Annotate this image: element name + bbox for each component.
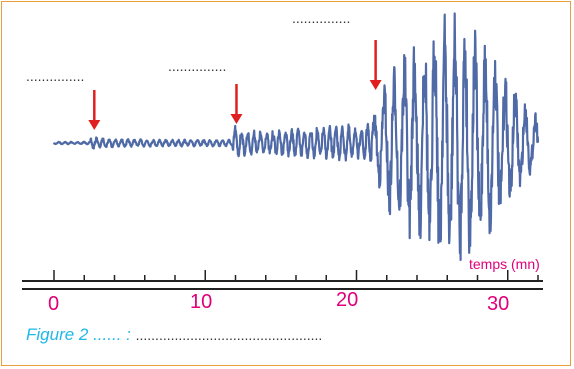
caption-blank[interactable]: ........................................… [135,327,323,343]
arrival-arrowhead-1 [88,120,101,130]
time-axis [22,270,543,290]
axis-unit-label: temps (mn) [469,256,540,272]
tick-label-20: 20 [336,289,359,311]
tick-label-0: 0 [48,293,60,315]
figure-caption: Figure 2 ...... : ......................… [26,325,322,345]
tick-label-10: 10 [190,291,213,313]
seismogram-trace [52,12,540,261]
wave-label-blank-1[interactable]: ............... [26,68,85,84]
wave-label-blank-2[interactable]: ............... [168,58,227,74]
caption-title: Figure 2 ...... : [26,325,131,344]
tick-label-30: 30 [487,293,510,315]
arrival-arrowhead-2 [230,114,243,124]
arrival-arrowhead-3 [369,80,382,90]
wave-label-blank-3[interactable]: ............... [292,10,351,26]
arrival-arrows [88,40,382,130]
